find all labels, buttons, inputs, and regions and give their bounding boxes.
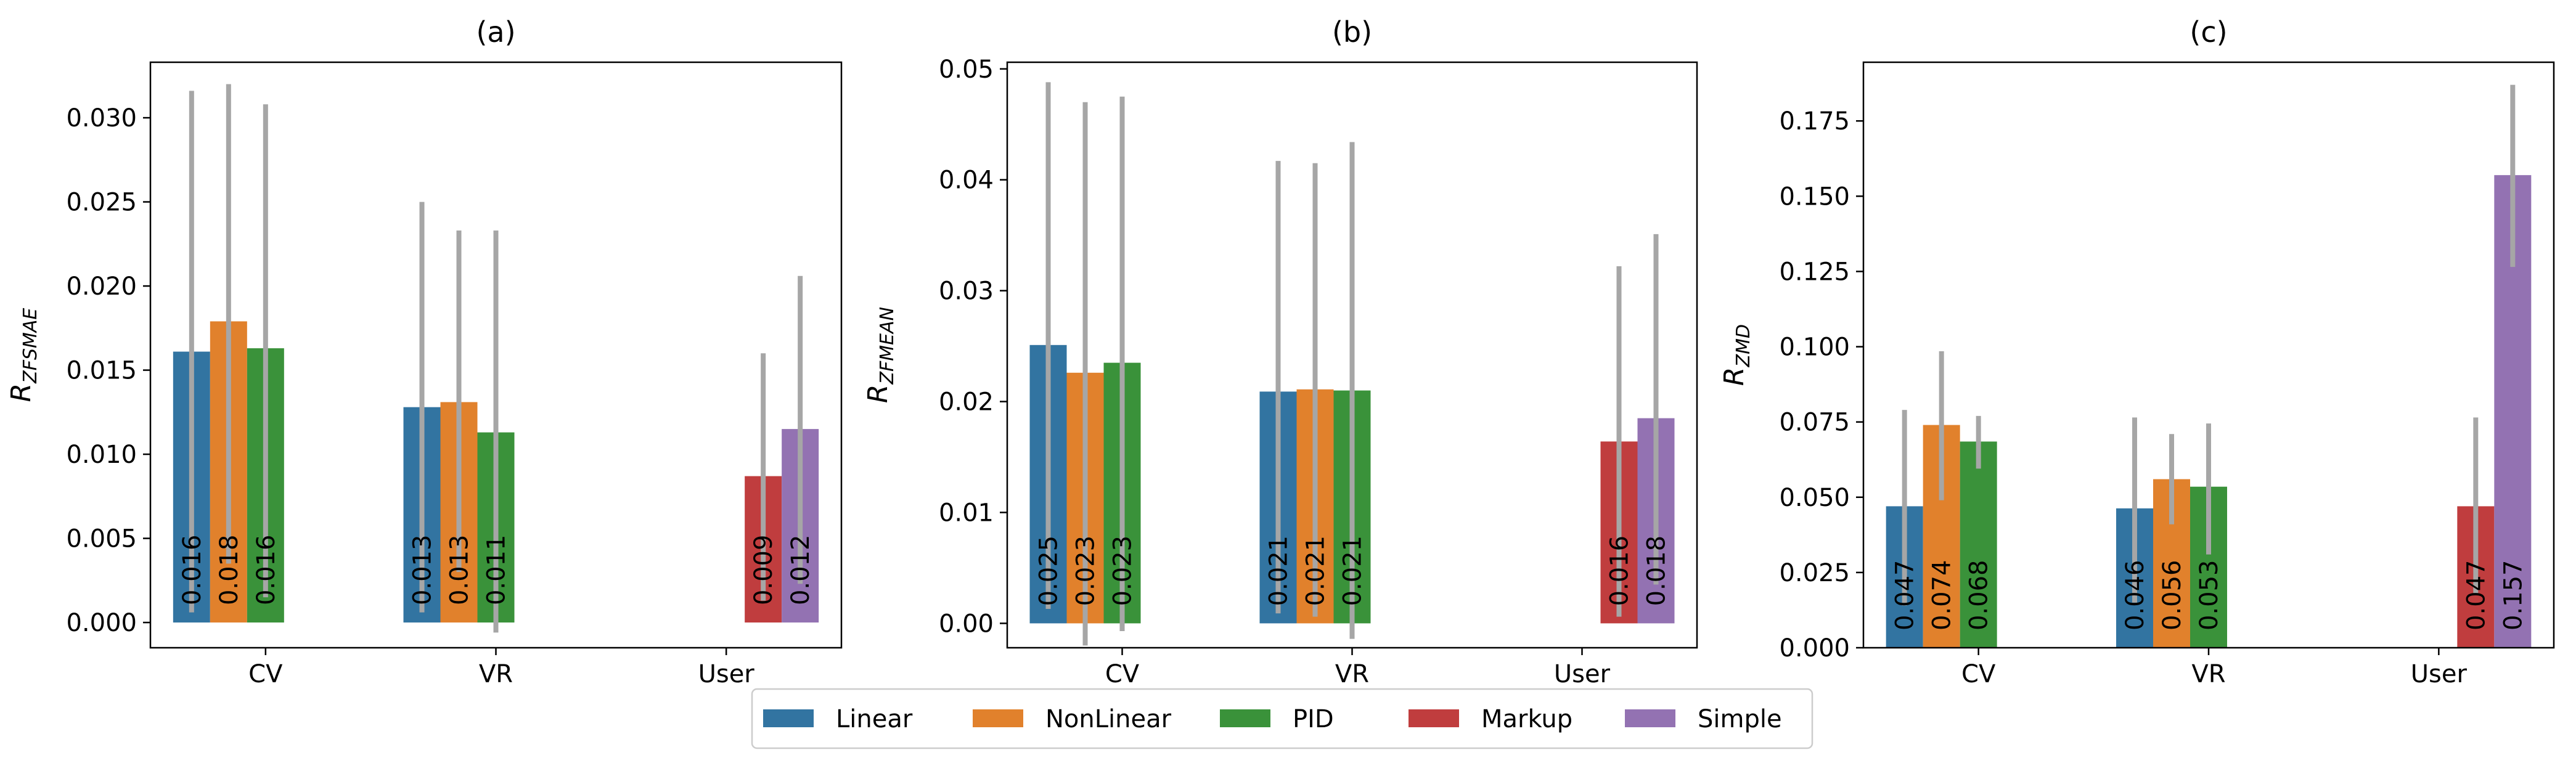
legend-item-linear: Linear	[763, 705, 913, 733]
legend-item-nonlinear: NonLinear	[973, 705, 1172, 733]
y-tick-label: 0.025	[66, 189, 137, 217]
data-label-linear-vr: 0.013	[409, 535, 437, 606]
plot-frame	[149, 61, 843, 649]
data-label-linear-vr: 0.021	[1265, 536, 1293, 606]
data-label-pid-cv: 0.068	[1965, 560, 1993, 630]
y-tick-label: 0.000	[66, 609, 137, 637]
y-tick-label: 0.050	[1779, 484, 1850, 512]
x-tick-label-cv: CV	[248, 660, 283, 688]
x-tick-label-cv: CV	[1105, 660, 1140, 688]
plot-frame	[1006, 61, 1698, 649]
legend: Linear NonLinear PID Markup Simple	[751, 688, 1813, 749]
data-label-markup-user: 0.047	[2462, 560, 2490, 630]
chart-title: (a)	[476, 15, 515, 49]
data-label-markup-user: 0.016	[1606, 536, 1634, 606]
y-tick-label: 0.125	[1779, 258, 1850, 286]
y-tick-label: 0.030	[66, 104, 137, 133]
y-tick-label: 0.000	[1779, 634, 1850, 663]
legend-label-linear: Linear	[836, 705, 913, 733]
data-label-linear-vr: 0.046	[2121, 560, 2149, 630]
legend-label-markup: Markup	[1481, 705, 1572, 733]
panel-b: (b) 0.00 0.01 0.02 0.03 0.04 0.05 RZFMEAN 0.025 0…	[862, 15, 1698, 688]
data-label-linear-cv: 0.025	[1035, 536, 1063, 606]
y-tick-label: 0.150	[1779, 182, 1850, 211]
data-label-simple-user: 0.012	[787, 535, 815, 606]
data-label-markup-user: 0.009	[750, 535, 778, 606]
y-tick-label: 0.015	[66, 357, 137, 385]
data-label-nonlinear-cv: 0.023	[1072, 536, 1100, 606]
x-tick-label-user: User	[2411, 660, 2468, 688]
chart-title: (c)	[2190, 15, 2227, 49]
y-tick-label: 0.025	[1779, 559, 1850, 587]
x-tick-label-user: User	[1554, 660, 1611, 688]
data-label-pid-cv: 0.016	[252, 535, 280, 606]
legend-label-pid: PID	[1293, 705, 1334, 733]
y-tick-label: 0.075	[1779, 409, 1850, 437]
y-tick-label: 0.100	[1779, 333, 1850, 362]
x-tick-label-user: User	[698, 660, 755, 688]
data-label-simple-user: 0.018	[1643, 536, 1671, 606]
data-label-linear-cv: 0.016	[178, 535, 206, 606]
legend-swatch-nonlinear	[973, 709, 1023, 727]
data-label-nonlinear-vr: 0.056	[2158, 560, 2186, 630]
y-tick-label: 0.02	[939, 388, 994, 417]
x-tick-label-vr: VR	[2191, 660, 2225, 688]
x-tick-label-cv: CV	[1961, 660, 1996, 688]
legend-item-pid: PID	[1220, 705, 1334, 733]
data-label-nonlinear-cv: 0.018	[215, 535, 243, 606]
y-tick-label: 0.04	[939, 166, 994, 195]
data-label-nonlinear-cv: 0.074	[1928, 560, 1957, 630]
data-label-nonlinear-vr: 0.021	[1302, 536, 1330, 606]
panel-c: (c) 0.000 0.025 0.050 0.075 0.100 0.125 0.150 0.…	[1719, 15, 2555, 688]
legend-label-nonlinear: NonLinear	[1045, 705, 1172, 733]
y-tick-label: 0.005	[66, 525, 137, 553]
legend-swatch-simple	[1625, 709, 1675, 727]
legend-label-simple: Simple	[1698, 705, 1782, 733]
legend-swatch-markup	[1409, 709, 1459, 727]
data-label-pid-cv: 0.023	[1109, 536, 1137, 606]
y-tick-label: 0.05	[939, 55, 994, 84]
y-tick-label: 0.01	[939, 499, 994, 527]
y-tick-label: 0.03	[939, 277, 994, 306]
legend-frame	[751, 688, 1813, 749]
data-label-linear-cv: 0.047	[1891, 560, 1920, 630]
y-tick-label: 0.00	[939, 610, 994, 638]
y-axis-label: RZFSMAE	[6, 308, 41, 402]
y-axis-label: RZFMEAN	[862, 307, 898, 403]
bar-pid-cv	[1960, 441, 1997, 648]
data-label-pid-vr: 0.053	[2195, 560, 2223, 630]
legend-swatch-linear	[763, 709, 814, 727]
y-tick-label: 0.020	[66, 272, 137, 301]
data-label-pid-vr: 0.021	[1339, 536, 1367, 606]
panel-a: (a) 0.000 0.005 0.010 0.015 0.020 0.025 0.030 RZ…	[6, 15, 843, 688]
x-tick-label-vr: VR	[1335, 660, 1369, 688]
y-tick-label: 0.010	[66, 441, 137, 469]
data-label-simple-user: 0.157	[2499, 560, 2527, 630]
x-tick-label-vr: VR	[479, 660, 513, 688]
plot-frame	[1862, 61, 2555, 649]
y-tick-label: 0.175	[1779, 107, 1850, 136]
data-label-nonlinear-vr: 0.013	[446, 535, 474, 606]
data-label-pid-vr: 0.011	[483, 535, 511, 606]
legend-item-markup: Markup	[1409, 705, 1572, 733]
chart-title: (b)	[1332, 15, 1372, 49]
y-axis-label: RZMD	[1719, 324, 1754, 386]
legend-item-simple: Simple	[1625, 705, 1782, 733]
legend-swatch-pid	[1220, 709, 1270, 727]
